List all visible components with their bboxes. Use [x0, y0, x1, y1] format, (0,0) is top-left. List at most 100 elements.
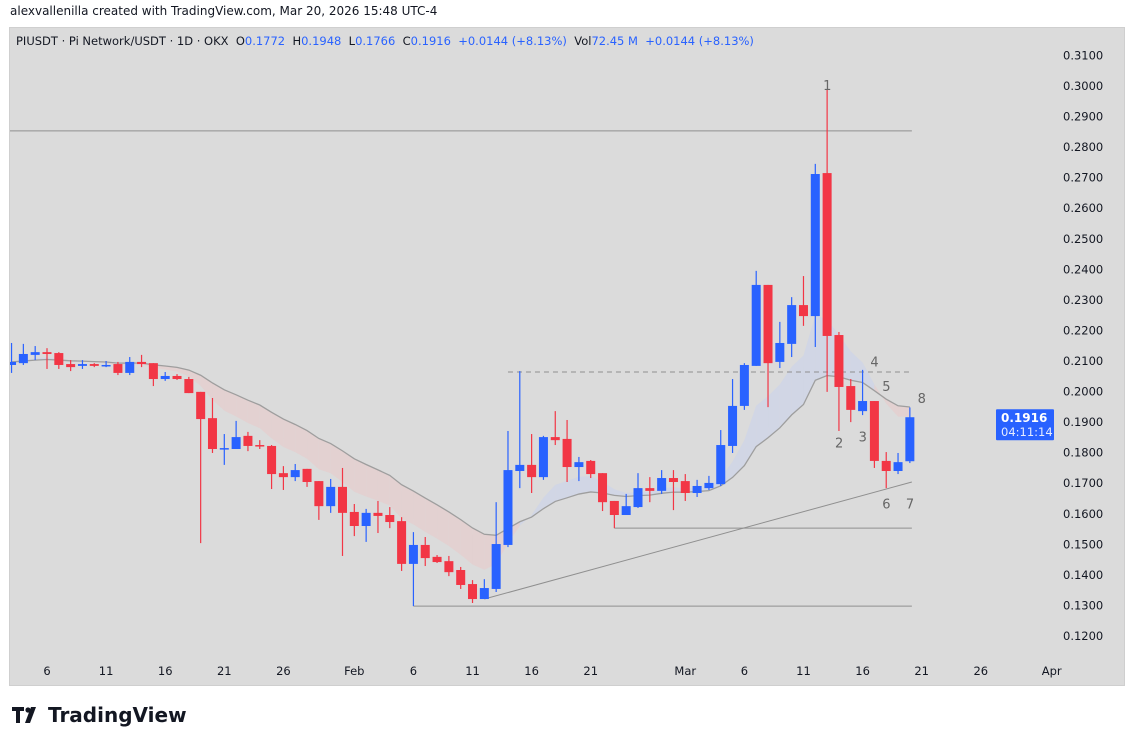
x-tick-label: 6: [43, 664, 50, 678]
candle: [503, 430, 513, 548]
ma-cloud-segment: [342, 450, 355, 492]
wave-label: 7: [906, 498, 914, 513]
candle-body: [101, 364, 111, 367]
wave-label: 5: [882, 380, 890, 395]
candle: [609, 500, 619, 529]
candle: [77, 360, 87, 369]
x-tick-label: 16: [855, 664, 870, 678]
volume-label: Vol: [574, 34, 592, 48]
candle: [42, 348, 52, 369]
candle: [397, 517, 407, 571]
ma-cloud-segment: [460, 519, 473, 565]
candle: [255, 440, 265, 450]
y-tick-label: 0.2800: [1063, 140, 1103, 154]
candle: [621, 493, 631, 516]
candle: [787, 297, 797, 358]
candle-body: [728, 405, 738, 446]
y-tick-label: 0.1400: [1063, 568, 1103, 582]
candle: [385, 507, 395, 529]
candle: [54, 352, 64, 369]
candle-body: [621, 506, 631, 516]
volume-value: 72.45 M: [591, 34, 638, 48]
x-tick-label: 11: [99, 664, 114, 678]
candle: [148, 363, 158, 387]
candle-body: [54, 353, 64, 365]
last-price-tag: [996, 409, 1054, 441]
x-tick-label: Mar: [674, 664, 696, 678]
candle-body: [30, 352, 40, 355]
candle-body: [810, 174, 820, 317]
ma-cloud-segment: [330, 443, 343, 483]
y-tick-label: 0.3100: [1063, 48, 1103, 62]
ma-cloud-segment: [614, 489, 627, 497]
x-tick-label: 6: [410, 664, 417, 678]
candle: [66, 360, 76, 372]
candle: [657, 470, 667, 494]
ma-cloud-segment: [898, 405, 910, 417]
logo-text: TradingView: [48, 703, 187, 727]
y-tick-label: 0.1900: [1063, 415, 1103, 429]
candle: [432, 555, 442, 563]
candle-body: [89, 364, 99, 366]
candle: [810, 163, 820, 347]
candle: [160, 372, 170, 381]
ma-cloud-segment: [555, 480, 568, 502]
wave-label: 2: [835, 437, 843, 452]
candle-body: [349, 511, 359, 527]
change-value: +0.0144 (+8.13%): [458, 34, 567, 48]
candle-body: [609, 500, 619, 516]
candle: [302, 468, 312, 487]
y-tick-label: 0.1700: [1063, 476, 1103, 490]
candle: [101, 361, 111, 368]
ma-cloud-segment: [862, 362, 875, 391]
candle: [243, 431, 253, 452]
candle: [893, 452, 903, 475]
candle: [267, 445, 277, 490]
candle: [775, 321, 785, 369]
candle-body: [787, 305, 797, 344]
candle-body: [160, 375, 170, 380]
symbol-title[interactable]: PIUSDT · Pi Network/USDT · 1D · OKX: [16, 34, 229, 48]
x-tick-label: 6: [741, 664, 748, 678]
candle: [905, 407, 915, 464]
tradingview-logo[interactable]: TradingView: [12, 703, 187, 727]
candle: [798, 276, 808, 326]
ma-cloud-segment: [768, 384, 780, 438]
candle-body: [42, 352, 52, 354]
candle: [858, 369, 868, 416]
x-tick-label: Feb: [344, 664, 364, 678]
candle: [739, 363, 749, 410]
ma-cloud-segment: [886, 399, 899, 417]
candle: [207, 397, 217, 453]
candle: [586, 460, 596, 479]
candle-body: [326, 486, 336, 507]
candle: [231, 420, 241, 450]
candle-body: [716, 445, 726, 485]
x-tick-label: 26: [973, 664, 988, 678]
candle-body: [10, 361, 17, 365]
candle-body: [373, 512, 383, 516]
candle-body: [834, 335, 844, 387]
open-value: 0.1772: [244, 34, 286, 48]
candle-body: [598, 473, 608, 503]
candle-body: [77, 364, 87, 366]
candle: [869, 401, 879, 468]
close-value: 0.1916: [410, 34, 451, 48]
candle-body: [243, 435, 253, 446]
candle-body: [503, 470, 513, 545]
candle-body: [66, 364, 76, 368]
candle: [550, 411, 560, 446]
candle: [278, 466, 288, 490]
ma-cloud-segment: [283, 419, 296, 453]
ma-cloud-segment: [779, 366, 792, 428]
candle-body: [468, 584, 478, 600]
candle: [574, 456, 584, 482]
wave-label: 3: [859, 430, 867, 445]
candle: [326, 478, 336, 513]
candle-body: [798, 305, 808, 317]
candle-body: [491, 544, 501, 589]
candle-body: [657, 478, 667, 491]
candle-body: [290, 470, 300, 478]
candle-body: [869, 401, 879, 461]
